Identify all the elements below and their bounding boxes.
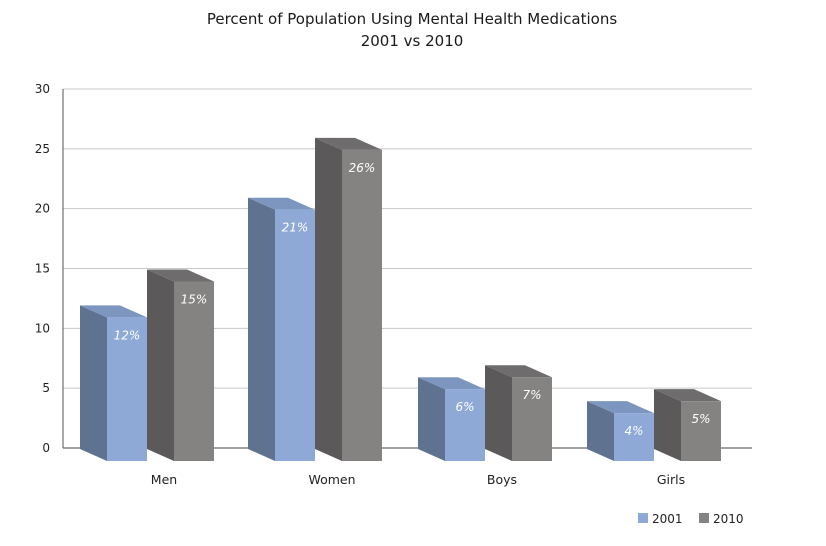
y-tick-label: 20	[35, 202, 50, 216]
bar-top-face	[587, 401, 654, 414]
legend-label-2001: 2001	[652, 512, 683, 526]
bar-side-face	[654, 389, 681, 461]
bar-front-face	[174, 281, 214, 461]
chart-title: Percent of Population Using Mental Healt…	[207, 10, 618, 28]
bar-side-face	[315, 137, 342, 461]
category-labels: Men Women Boys Girls	[151, 472, 685, 487]
bar-top-face	[418, 377, 485, 390]
bar-top-face	[485, 365, 552, 378]
y-tick-label: 10	[35, 321, 50, 335]
bars: 12% 15% 21% 26% 6% 7% 4% 5%	[80, 137, 721, 461]
bar-top-face	[248, 197, 315, 210]
bar-front-face	[614, 413, 654, 461]
bar-front-face	[342, 149, 382, 461]
bar-boys-2010: 7%	[485, 365, 552, 461]
data-label: 5%	[691, 412, 710, 426]
y-tick-label: 5	[42, 381, 50, 395]
bar-side-face	[485, 365, 512, 461]
bar-girls-2001: 4%	[587, 401, 654, 461]
category-label: Boys	[487, 472, 517, 487]
y-tick-label: 15	[35, 262, 50, 276]
y-tick-label: 0	[42, 441, 50, 455]
y-tick-label: 30	[35, 82, 50, 96]
data-label: 7%	[522, 388, 541, 402]
legend: 2001 2010	[638, 512, 744, 526]
bar-front-face	[512, 377, 552, 461]
data-label: 4%	[624, 424, 643, 438]
legend-swatch-2010	[699, 513, 709, 523]
bar-girls-2010: 5%	[654, 389, 721, 461]
y-tick-label: 25	[35, 142, 50, 156]
legend-label-2010: 2010	[713, 512, 744, 526]
data-label: 12%	[114, 328, 141, 342]
bar-top-face	[315, 137, 382, 150]
bar-men-2001: 12%	[80, 305, 147, 461]
data-label: 15%	[181, 293, 208, 307]
bar-boys-2001: 6%	[418, 377, 485, 461]
bar-side-face	[147, 269, 174, 461]
bar-front-face	[445, 389, 485, 461]
bar-top-face	[654, 389, 721, 402]
data-label: 21%	[282, 221, 309, 235]
bar-men-2010: 15%	[147, 269, 214, 461]
bar-women-2001: 21%	[248, 197, 315, 461]
category-label: Men	[151, 472, 177, 487]
bar-side-face	[587, 401, 614, 461]
category-label: Women	[308, 472, 355, 487]
bar-top-face	[80, 305, 147, 318]
chart-subtitle: 2001 vs 2010	[361, 32, 464, 50]
data-label: 6%	[455, 400, 474, 414]
data-label: 26%	[349, 161, 376, 175]
y-tick-labels: 0 5 10 15 20 25 30	[35, 82, 50, 455]
bar-front-face	[107, 317, 147, 461]
bar-side-face	[418, 377, 445, 461]
category-label: Girls	[657, 472, 685, 487]
legend-swatch-2001	[638, 513, 648, 523]
bar-top-face	[147, 269, 214, 282]
bar-side-face	[248, 197, 275, 461]
bar-front-face	[681, 401, 721, 461]
bar-side-face	[80, 305, 107, 461]
bar-women-2010: 26%	[315, 137, 382, 461]
bar-front-face	[275, 209, 315, 461]
